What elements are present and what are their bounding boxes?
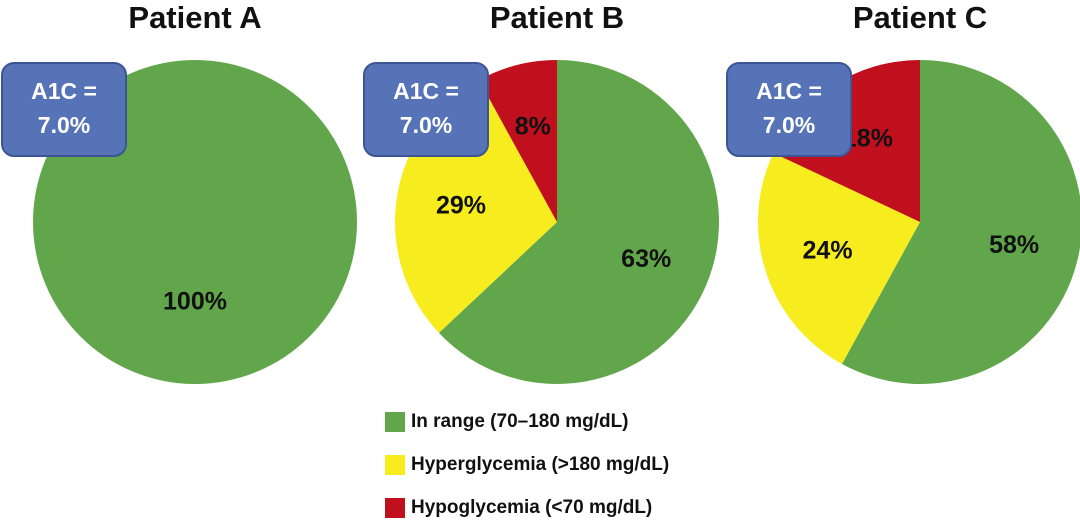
chart-title: Patient A [128,0,261,35]
pie-slice [438,60,719,384]
slice-label: 63% [621,245,671,273]
slice-label: 100% [163,288,227,316]
slice-label: 8% [515,112,551,140]
annotation-text: A1C = [393,78,459,104]
slice-label: 29% [436,191,486,219]
annotation-box [726,62,852,157]
legend-label: In range (70–180 mg/dL) [411,411,629,432]
pie-slice [841,60,1080,384]
pie-slice [757,153,920,364]
chart-title: Patient C [853,0,987,35]
pie-slice [478,60,557,222]
legend-swatch [385,455,405,475]
legend-swatch [385,412,405,432]
annotation-text: A1C = [31,78,97,104]
legend-label: Hyperglycemia (>180 mg/dL) [411,454,669,475]
legend-label: Hypoglycemia (<70 mg/dL) [411,497,652,518]
annotation-text: 7.0% [763,112,815,138]
legend-swatch [385,498,405,518]
annotation-text: A1C = [756,78,822,104]
slice-label: 24% [803,237,853,265]
annotation-box [363,62,489,157]
annotation-text: 7.0% [38,112,90,138]
annotation-text: 7.0% [400,112,452,138]
chart-title: Patient B [490,0,624,35]
slice-label: 58% [989,231,1039,259]
annotation-box [1,62,127,157]
